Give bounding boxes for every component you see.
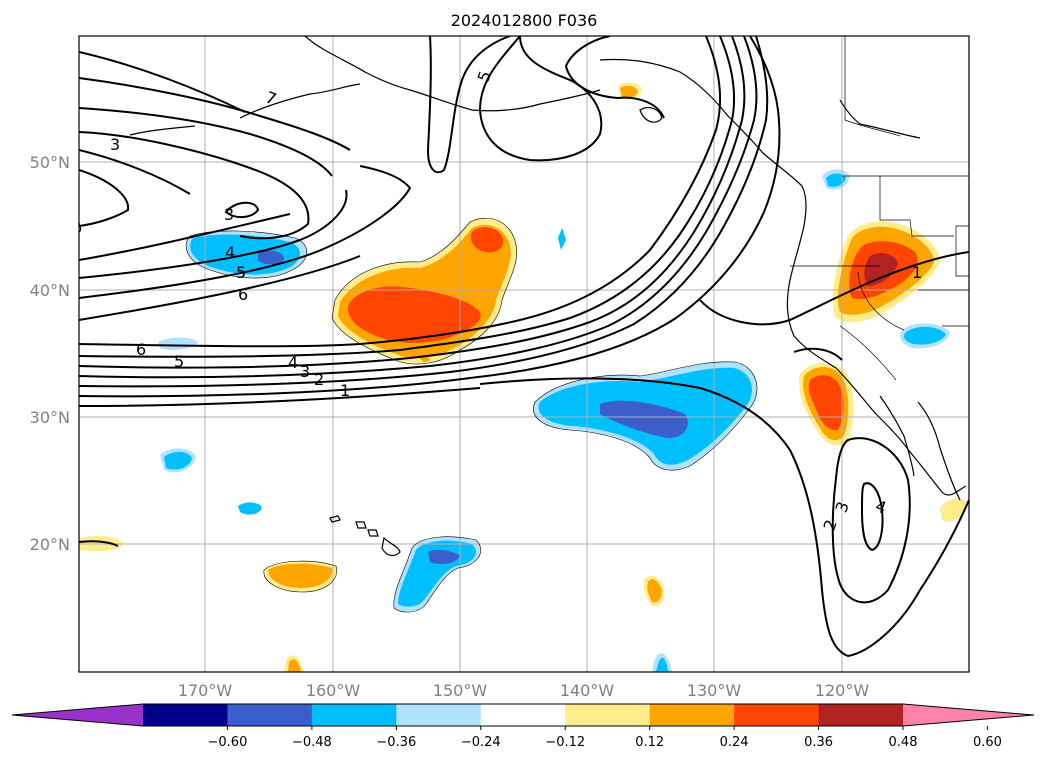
lon-tick-label: 140°W — [560, 681, 615, 700]
gridlines — [79, 36, 969, 672]
contour-label: 4 — [225, 243, 235, 262]
coastlines — [79, 36, 969, 557]
contour-label: 5 — [174, 352, 184, 371]
lon-tick-label: 170°W — [178, 681, 233, 700]
contour-label: 5 — [236, 263, 246, 282]
colorbar: −0.60 −0.48 −0.36 −0.24 −0.12 0.12 0.24 0.36 0.4… — [11, 703, 1035, 750]
contour-label: 3 — [224, 205, 234, 224]
contour-label: 4 — [288, 353, 298, 372]
map-title: 2024012800 F036 — [451, 11, 598, 30]
lat-tick-label: 30°N — [30, 408, 70, 427]
lon-tick-label: 130°W — [687, 681, 742, 700]
colorbar-segment — [734, 704, 820, 726]
colorbar-extend-high — [903, 704, 1034, 726]
colorbar-outline — [11, 703, 1035, 727]
contour-label: 6 — [238, 285, 248, 304]
contour-label: 1 — [912, 263, 922, 282]
colorbar-tick-label: −0.60 — [208, 735, 248, 750]
colorbar-tick-label: −0.12 — [545, 735, 585, 750]
colorbar-segment — [480, 704, 566, 726]
colorbar-tick-label: 0.36 — [804, 735, 833, 750]
shading-outlines — [185, 217, 758, 613]
lat-tick-label: 40°N — [30, 281, 70, 300]
lon-tick-label: 120°W — [815, 681, 870, 700]
contour-label: 3 — [300, 362, 310, 381]
lat-tick-label: 50°N — [30, 153, 70, 172]
colorbar-extend-low — [12, 704, 143, 726]
colorbar-tick-label: −0.48 — [292, 735, 332, 750]
contour-label: 3 — [110, 135, 120, 154]
colorbar-segment — [227, 704, 313, 726]
lat-tick-label: 20°N — [30, 535, 70, 554]
colorbar-tick-label: 0.48 — [889, 735, 918, 750]
contour-label: 1 — [340, 381, 350, 400]
lon-tick-label: 150°W — [433, 681, 488, 700]
contour-label: 6 — [136, 340, 146, 359]
colorbar-tick-label: −0.24 — [461, 735, 501, 750]
lon-tick-label: 160°W — [306, 681, 361, 700]
colorbar-tick-label: −0.36 — [376, 735, 416, 750]
colorbar-segment — [143, 704, 228, 726]
colorbar-segment — [565, 704, 651, 726]
colorbar-segment — [649, 704, 735, 726]
colorbar-segment — [818, 704, 904, 726]
colorbar-tick-label: 0.60 — [973, 735, 1002, 750]
contour-label: 2 — [314, 370, 324, 389]
colorbar-tick-label: 0.24 — [720, 735, 749, 750]
lat-tick-labels: 50°N 40°N 30°N 20°N — [30, 153, 70, 554]
colorbar-segment — [311, 704, 397, 726]
contours — [79, 36, 969, 658]
map-frame — [78, 35, 970, 673]
colorbar-segment — [396, 704, 482, 726]
lon-tick-labels: 170°W 160°W 150°W 140°W 130°W 120°W — [178, 681, 870, 700]
colorbar-tick-label: 0.12 — [635, 735, 664, 750]
